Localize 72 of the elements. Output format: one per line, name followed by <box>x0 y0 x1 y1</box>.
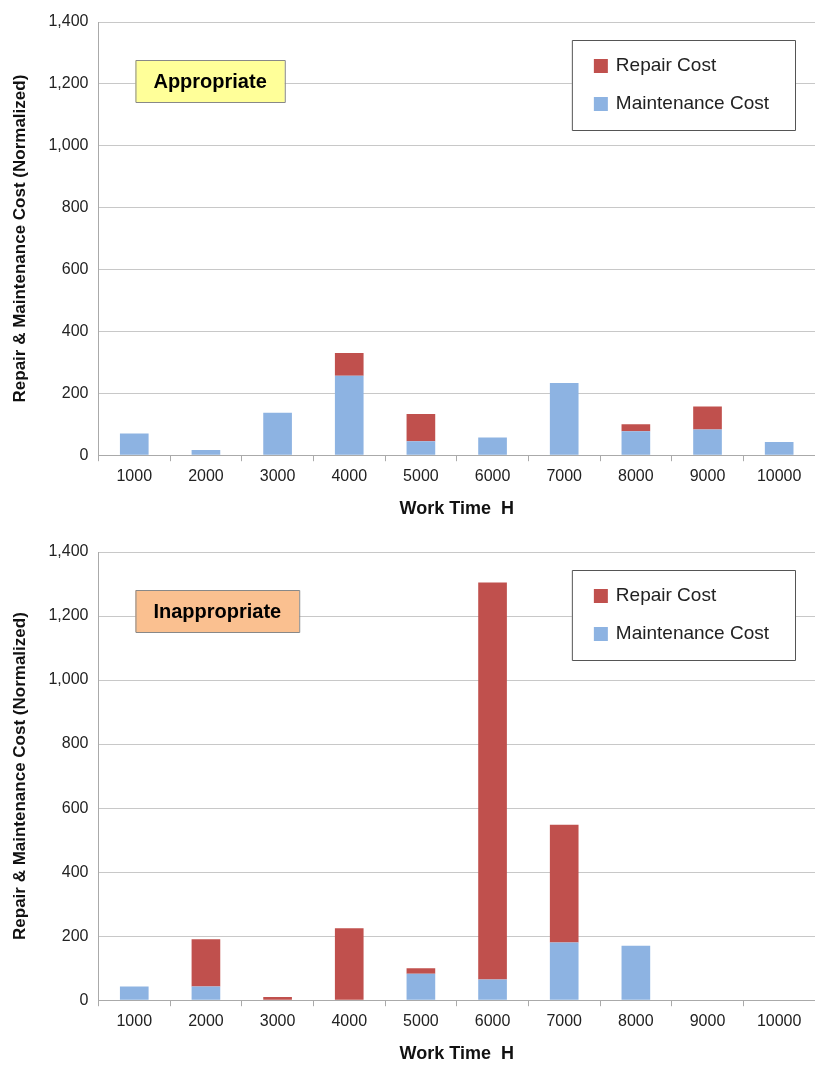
bar <box>549 824 579 943</box>
bar <box>406 414 436 442</box>
legend-label: Repair Cost <box>615 584 717 606</box>
y-tick-label: 1,400 <box>48 12 89 30</box>
bar <box>191 939 221 987</box>
bar <box>119 433 149 455</box>
bar <box>693 406 722 430</box>
x-tick-label: 2000 <box>188 467 224 485</box>
y-tick-label: 0 <box>79 445 89 463</box>
bar <box>764 441 794 455</box>
legend-label: Repair Cost <box>615 54 717 76</box>
x-tick-label: 7000 <box>546 1012 583 1030</box>
bar <box>478 979 507 1000</box>
y-tick-label: 600 <box>61 798 89 816</box>
x-axis-title: Work Time H <box>399 1043 514 1064</box>
y-tick-label: 1,200 <box>48 606 89 624</box>
bar <box>406 973 436 1000</box>
bar <box>549 383 579 455</box>
x-axis-title: Work Time H <box>399 498 514 519</box>
bar <box>191 986 221 1000</box>
y-tick-label: 800 <box>61 734 89 752</box>
x-tick-label: 5000 <box>403 467 439 485</box>
x-tick-label: 7000 <box>546 467 583 485</box>
bar <box>119 986 149 1000</box>
legend-label: Maintenance Cost <box>615 622 770 644</box>
x-tick-label: 10000 <box>756 1012 802 1030</box>
bar <box>406 968 436 974</box>
x-tick-label: 1000 <box>116 467 153 485</box>
bar <box>621 945 651 1000</box>
bar <box>406 441 436 455</box>
bar <box>693 429 722 455</box>
y-tick-label: 1,200 <box>48 74 89 92</box>
bar <box>263 412 292 455</box>
y-tick-label: 200 <box>61 926 89 944</box>
y-axis-title: Repair & Maintenance Cost (Normalized) <box>9 612 29 940</box>
x-tick-label: 4000 <box>331 467 368 485</box>
y-tick-label: 0 <box>79 990 89 1008</box>
x-tick-label: 4000 <box>331 1012 368 1030</box>
x-tick-label: 9000 <box>689 467 726 485</box>
bar <box>478 582 507 980</box>
x-tick-label: 9000 <box>689 1012 726 1030</box>
x-tick-label: 3000 <box>259 467 296 485</box>
bar <box>191 449 221 455</box>
x-tick-label: 10000 <box>756 467 802 485</box>
bar <box>263 997 292 1000</box>
y-tick-label: 1,400 <box>48 542 89 560</box>
x-tick-label: 2000 <box>188 1012 224 1030</box>
x-tick-label: 3000 <box>259 1012 296 1030</box>
x-tick-label: 6000 <box>474 467 511 485</box>
y-tick-label: 800 <box>61 198 89 216</box>
bar <box>621 424 651 432</box>
x-tick-label: 5000 <box>403 1012 439 1030</box>
bar <box>621 431 651 455</box>
bar <box>334 375 364 455</box>
y-tick-label: 400 <box>61 862 89 880</box>
bar <box>334 353 364 376</box>
x-tick-label: 8000 <box>618 467 654 485</box>
y-tick-label: 1,000 <box>48 670 89 688</box>
annotation: Appropriate <box>153 69 267 92</box>
legend-label: Maintenance Cost <box>615 92 770 114</box>
y-tick-label: 600 <box>61 259 89 277</box>
annotation: Inappropriate <box>153 599 282 622</box>
y-axis-title: Repair & Maintenance Cost (Normalized) <box>9 74 29 403</box>
x-tick-label: 1000 <box>116 1012 153 1030</box>
bar <box>549 942 579 1000</box>
y-tick-label: 1,000 <box>48 136 89 154</box>
x-tick-label: 6000 <box>474 1012 511 1030</box>
bar <box>334 928 364 1000</box>
bar <box>478 437 507 455</box>
y-tick-label: 400 <box>61 321 89 339</box>
y-tick-label: 200 <box>61 383 89 401</box>
x-tick-label: 8000 <box>618 1012 654 1030</box>
